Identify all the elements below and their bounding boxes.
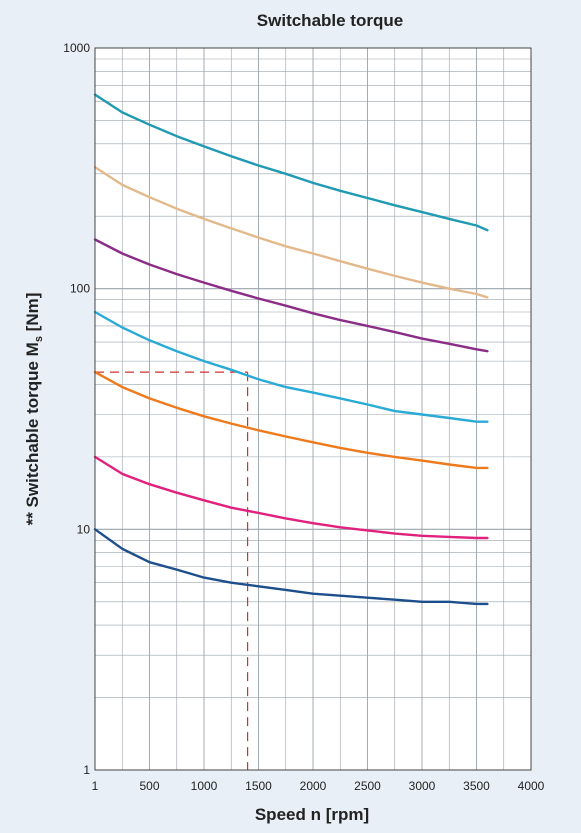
x-tick-label: 2500 <box>354 779 381 793</box>
grid <box>95 48 531 770</box>
series-line-7 <box>93 528 489 606</box>
x-tick-label: 4000 <box>518 779 545 793</box>
series-line-2 <box>93 165 489 299</box>
series-line-5 <box>93 370 489 470</box>
series-line-6 <box>93 455 489 540</box>
x-tick-label: 1 <box>92 779 99 793</box>
y-tick-label: 100 <box>70 282 90 296</box>
marker-group <box>95 371 249 770</box>
x-tick-label: 3500 <box>463 779 490 793</box>
y-tick-label: 1 <box>83 763 90 777</box>
x-tick-label: 3000 <box>409 779 436 793</box>
y-axis-label: ** Switchable torque Ms [Nm] <box>23 293 45 526</box>
chart-title: Switchable torque <box>257 11 403 30</box>
y-axis-label-sub: s <box>33 336 45 342</box>
x-axis-ticks: 1 500 1000 1500 2000 2500 3000 3500 4000 <box>92 779 545 793</box>
y-tick-label: 1000 <box>63 41 90 55</box>
series-line-4 <box>93 310 489 423</box>
x-axis-label: Speed n [rpm] <box>255 805 369 824</box>
x-tick-label: 2000 <box>300 779 327 793</box>
y-axis-label-unit: [Nm] <box>23 293 42 336</box>
x-tick-label: 1000 <box>191 779 218 793</box>
plot-frame <box>94 47 532 771</box>
y-axis-label-main: ** Switchable torque M <box>23 342 42 525</box>
y-axis-ticks: 1 10 100 1000 <box>63 41 90 777</box>
x-tick-label: 1500 <box>245 779 272 793</box>
series-group <box>93 93 489 606</box>
series-line-1 <box>93 93 489 232</box>
x-tick-label: 500 <box>139 779 159 793</box>
y-tick-label: 10 <box>77 522 91 536</box>
series-line-3 <box>93 238 489 353</box>
